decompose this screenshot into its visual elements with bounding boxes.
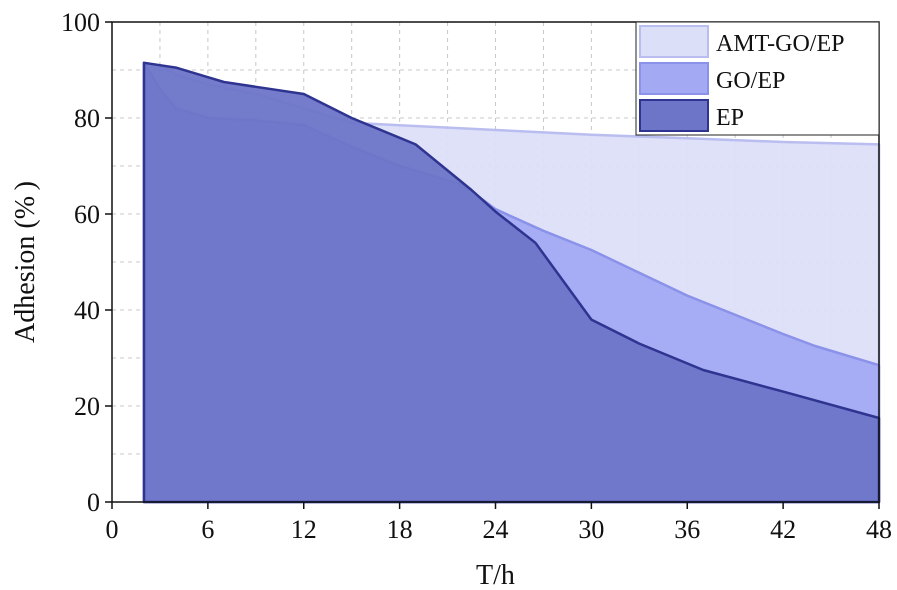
y-axis-title: Adhesion (% )	[10, 181, 41, 343]
legend-label: AMT-GO/EP	[716, 31, 844, 57]
y-tick-label: 100	[61, 8, 100, 37]
y-tick-label: 80	[74, 104, 100, 133]
legend-swatch	[639, 25, 709, 58]
area-ep	[142, 61, 881, 504]
x-tick-label: 30	[578, 515, 604, 544]
x-tick-label: 12	[291, 515, 317, 544]
legend-label: EP	[716, 105, 744, 131]
legend-swatch	[639, 99, 709, 132]
x-tick-label: 48	[866, 515, 892, 544]
legend-label: GO/EP	[716, 68, 785, 94]
y-tick-label: 40	[74, 296, 100, 325]
y-tick-label: 0	[87, 488, 100, 517]
legend: AMT-GO/EP GO/EP EP	[635, 21, 880, 136]
axis-ticks: 0 6 12 18 24 30 36 42 48 0 20 40 60 80 100	[61, 8, 892, 544]
y-tick-label: 20	[74, 392, 100, 421]
y-tick-label: 60	[74, 200, 100, 229]
x-axis-title: T/h	[476, 560, 515, 590]
x-tick-label: 42	[770, 515, 796, 544]
x-tick-label: 18	[387, 515, 413, 544]
x-tick-label: 6	[201, 515, 214, 544]
x-tick-label: 36	[674, 515, 700, 544]
x-tick-label: 24	[483, 515, 509, 544]
legend-swatch	[639, 62, 709, 95]
x-tick-label: 0	[106, 515, 119, 544]
area-series	[142, 61, 881, 504]
